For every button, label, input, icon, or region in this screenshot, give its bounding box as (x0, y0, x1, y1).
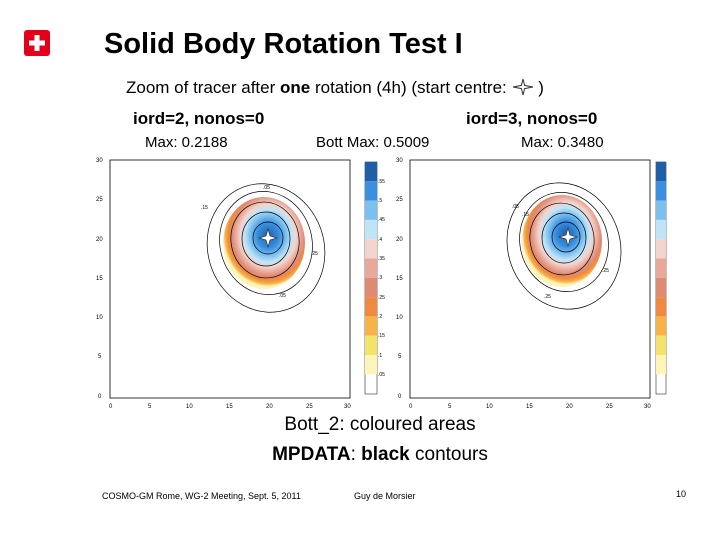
caption-contours-text: contours (409, 444, 488, 465)
left-y-tick: 10 (96, 315, 103, 321)
left-y-tick: 15 (96, 276, 103, 282)
right-y-tick: 0 (398, 394, 402, 400)
subtitle-text-close: ) (538, 78, 544, 97)
four-point-star-icon (512, 78, 533, 96)
right-tracer-blob (522, 195, 602, 287)
left-x-tick: 20 (266, 404, 273, 410)
right-contours (506, 182, 622, 310)
left-x-tick: 25 (306, 404, 313, 410)
tracer-plots: 30 25 20 15 10 5 0 0 5 10 15 20 25 30 .0… (96, 158, 667, 410)
start-centre-marker (557, 226, 579, 248)
left-x-tick: 15 (226, 404, 233, 410)
caption-coloured-areas: Bott_2: coloured areas (284, 414, 476, 435)
left-x-tick: 5 (148, 404, 152, 410)
colorbar-left: .55 .5 .45 .4 .35 .3 .25 .2 .15 .1 .05 (364, 161, 385, 395)
colorbar-label: .15 (378, 333, 385, 339)
left-x-tick: 30 (344, 404, 351, 410)
subtitle-text-pre: Zoom of tracer after (126, 78, 280, 97)
right-panel-label: iord=3, nonos=0 (466, 109, 598, 128)
left-contour-labels: .05 .15 .25 .05 (201, 185, 318, 299)
colorbar-label: .25 (378, 295, 385, 301)
left-y-tick: 0 (98, 394, 102, 400)
right-x-axis: 0 5 10 15 20 25 30 (409, 404, 651, 410)
right-x-tick: 25 (606, 404, 613, 410)
left-y-tick: 25 (96, 197, 103, 203)
colorbar-label: .55 (378, 179, 385, 185)
slide-subtitle: Zoom of tracer after one rotation (4h) (… (126, 78, 544, 98)
footer-left: COSMO-GM Rome, WG-2 Meeting, Sept. 5, 20… (102, 491, 301, 501)
left-y-tick: 5 (98, 354, 102, 360)
caption-mpdata: MPDATA (272, 444, 351, 465)
start-centre-marker (257, 227, 279, 249)
colorbar-label: .3 (378, 275, 382, 281)
slide-title: Solid Body Rotation Test I (104, 28, 463, 60)
left-y-tick: 30 (96, 158, 103, 164)
contour-label: .15 (522, 212, 529, 218)
right-x-tick: 10 (486, 404, 493, 410)
page-number: 10 (676, 489, 687, 499)
right-y-tick: 20 (396, 237, 403, 243)
colorbar-label: .4 (378, 237, 382, 243)
left-max-label: Max: 0.2188 (145, 134, 228, 151)
left-y-axis: 30 25 20 15 10 5 0 (96, 158, 103, 400)
right-y-tick: 15 (396, 276, 403, 282)
left-y-tick: 20 (96, 237, 103, 243)
colorbar-label: .2 (378, 314, 382, 320)
right-plot: 30 25 20 15 10 5 0 0 5 10 15 20 25 30 .0… (396, 158, 651, 410)
right-contour-labels: .05 .15 .25 .25 (512, 204, 609, 300)
left-x-tick: 0 (109, 404, 113, 410)
left-plot: 30 25 20 15 10 5 0 0 5 10 15 20 25 30 .0… (96, 158, 351, 410)
right-x-tick: 20 (566, 404, 573, 410)
bott-max-label: Bott Max: 0.5009 (316, 134, 430, 151)
colorbar-label: .05 (378, 372, 385, 378)
contour-label: .25 (544, 294, 551, 300)
right-max-label: Max: 0.3480 (521, 134, 604, 151)
right-x-tick: 30 (644, 404, 651, 410)
left-x-axis: 0 5 10 15 20 25 30 (109, 404, 351, 410)
right-y-axis: 30 25 20 15 10 5 0 (396, 158, 403, 400)
right-x-tick: 5 (448, 404, 452, 410)
caption-black: black (361, 444, 410, 465)
subtitle-text-bold: one (280, 78, 311, 97)
subtitle-text-post: rotation (4h) (start centre: (310, 78, 507, 97)
colorbar-label: .45 (378, 217, 385, 223)
cross-icon (29, 35, 45, 51)
left-contours (206, 183, 326, 313)
right-y-tick: 25 (396, 197, 403, 203)
right-y-tick: 5 (398, 354, 402, 360)
right-y-tick: 10 (396, 315, 403, 321)
caption-sep: : (350, 444, 362, 465)
left-tracer-blob (223, 197, 305, 289)
contour-label: .05 (263, 185, 270, 191)
caption-contours: MPDATA: black contours (210, 444, 550, 466)
left-plot-frame (109, 159, 351, 399)
right-x-tick: 0 (409, 404, 413, 410)
contour-label: .05 (279, 293, 286, 299)
colorbar-label: .5 (378, 198, 382, 204)
colorbar-label: .1 (378, 353, 382, 359)
left-panel-label: iord=2, nonos=0 (133, 109, 265, 128)
colorbar-right (655, 161, 667, 395)
contour-label: .15 (201, 205, 208, 211)
right-y-tick: 30 (396, 158, 403, 164)
contour-label: .25 (311, 251, 318, 257)
colorbar-label: .35 (378, 256, 385, 262)
right-x-tick: 15 (526, 404, 533, 410)
footer-center: Guy de Morsier (354, 491, 416, 501)
contour-label: .25 (602, 268, 609, 274)
contour-label: .05 (512, 204, 519, 210)
left-x-tick: 10 (186, 404, 193, 410)
right-plot-frame (409, 159, 651, 399)
